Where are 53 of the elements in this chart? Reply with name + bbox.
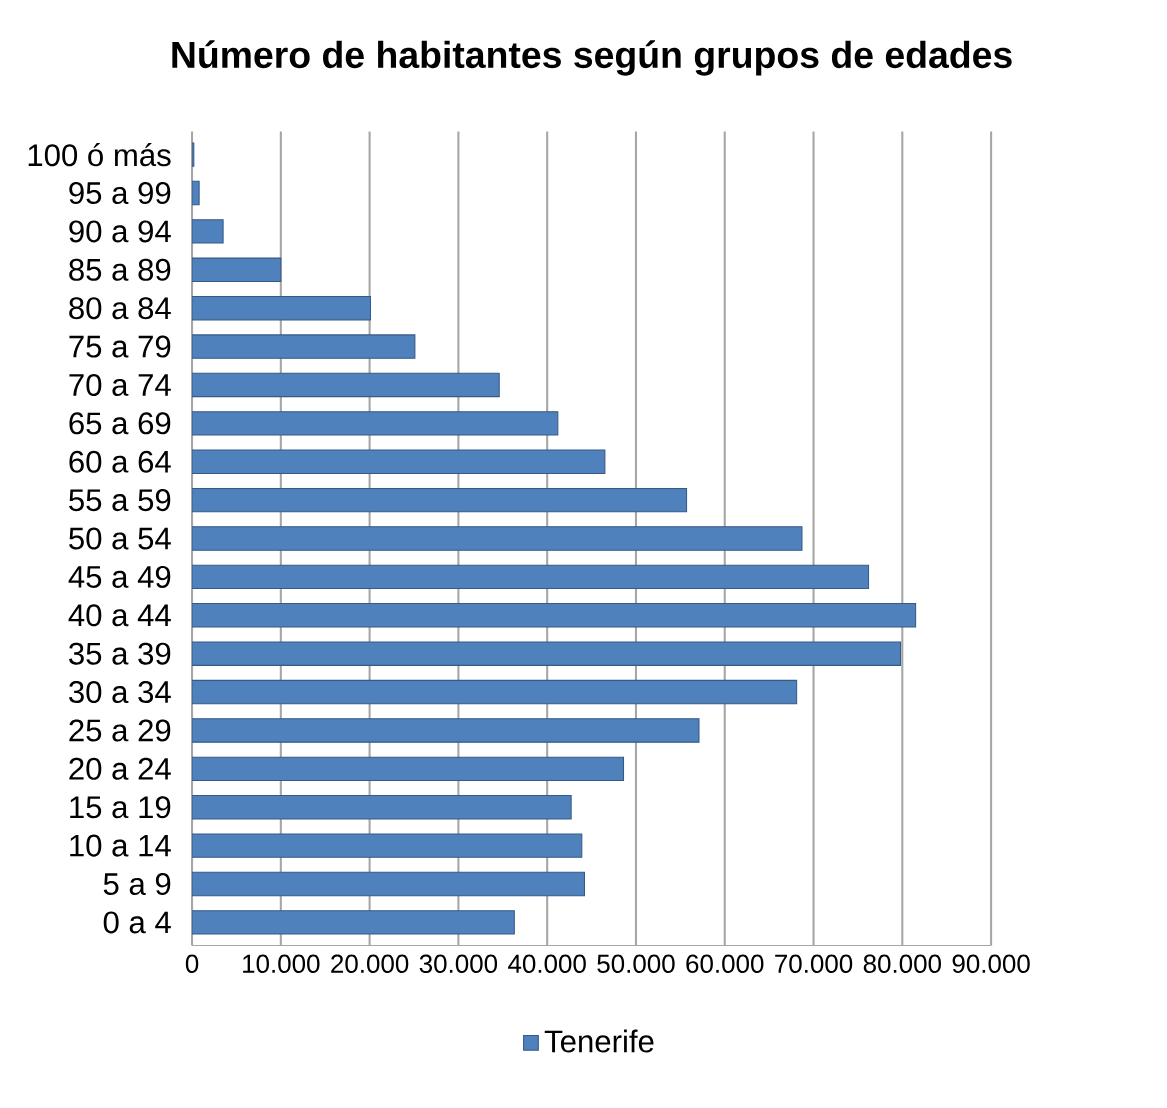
bar bbox=[192, 679, 798, 705]
y-tick-label: 5 a 9 bbox=[103, 873, 171, 896]
y-tick-label: 40 a 44 bbox=[68, 604, 171, 627]
bar bbox=[192, 641, 902, 666]
bar bbox=[192, 449, 606, 474]
bar bbox=[192, 487, 688, 513]
y-tick-label: 35 a 39 bbox=[69, 642, 171, 665]
y-tick-label: 85 a 89 bbox=[69, 258, 171, 281]
x-tick-label: 10.000 bbox=[243, 954, 320, 973]
y-tick-label: 70 a 74 bbox=[69, 373, 171, 396]
y-tick-label: 10 a 14 bbox=[70, 834, 171, 857]
bar bbox=[192, 334, 416, 359]
y-tick-label: 100 ó más bbox=[28, 143, 171, 167]
y-tick-label: 0 a 4 bbox=[103, 911, 171, 934]
y-tick-label: 65 a 69 bbox=[69, 412, 171, 435]
bar bbox=[192, 833, 583, 858]
bar bbox=[192, 795, 572, 820]
y-tick-label: 30 a 34 bbox=[69, 681, 171, 704]
y-tick-label: 15 a 19 bbox=[70, 796, 171, 819]
x-tick-label: 80.000 bbox=[863, 954, 941, 973]
y-tick-label: 80 a 84 bbox=[69, 297, 171, 320]
bar bbox=[192, 411, 559, 436]
y-tick-label: 50 a 54 bbox=[69, 527, 171, 550]
bar bbox=[192, 871, 585, 897]
x-tick-label: 60.000 bbox=[686, 954, 764, 973]
bar bbox=[192, 756, 625, 782]
x-tick-label: 20.000 bbox=[331, 954, 409, 973]
bar bbox=[192, 526, 803, 551]
x-tick-label: 50.000 bbox=[597, 954, 675, 973]
bar bbox=[192, 564, 870, 590]
x-tick-label: 0 bbox=[185, 954, 199, 973]
x-tick-label: 90.000 bbox=[952, 954, 1030, 973]
bar bbox=[192, 296, 372, 321]
y-tick-label: 75 a 79 bbox=[69, 335, 171, 358]
y-tick-label: 45 a 49 bbox=[68, 565, 171, 588]
chart-title: Número de habitantes según grupos de edades bbox=[172, 40, 1012, 76]
y-tick-label: 95 a 99 bbox=[69, 182, 171, 205]
bar bbox=[192, 910, 515, 935]
y-tick-label: 90 a 94 bbox=[69, 220, 171, 243]
bar bbox=[192, 219, 224, 244]
bar bbox=[192, 718, 700, 743]
bar bbox=[192, 257, 282, 283]
y-tick-label: 25 a 29 bbox=[69, 719, 171, 742]
bar bbox=[192, 180, 200, 206]
y-tick-label: 55 a 59 bbox=[69, 489, 171, 512]
x-tick-label: 40.000 bbox=[508, 954, 586, 973]
y-tick-label: 60 a 64 bbox=[69, 450, 171, 473]
bar bbox=[192, 372, 500, 398]
y-tick-label: 20 a 24 bbox=[69, 757, 171, 780]
legend-label: Tenerife bbox=[544, 1029, 654, 1053]
x-tick-label: 30.000 bbox=[419, 954, 498, 973]
x-tick-label: 70.000 bbox=[775, 954, 853, 973]
bar bbox=[192, 603, 917, 628]
